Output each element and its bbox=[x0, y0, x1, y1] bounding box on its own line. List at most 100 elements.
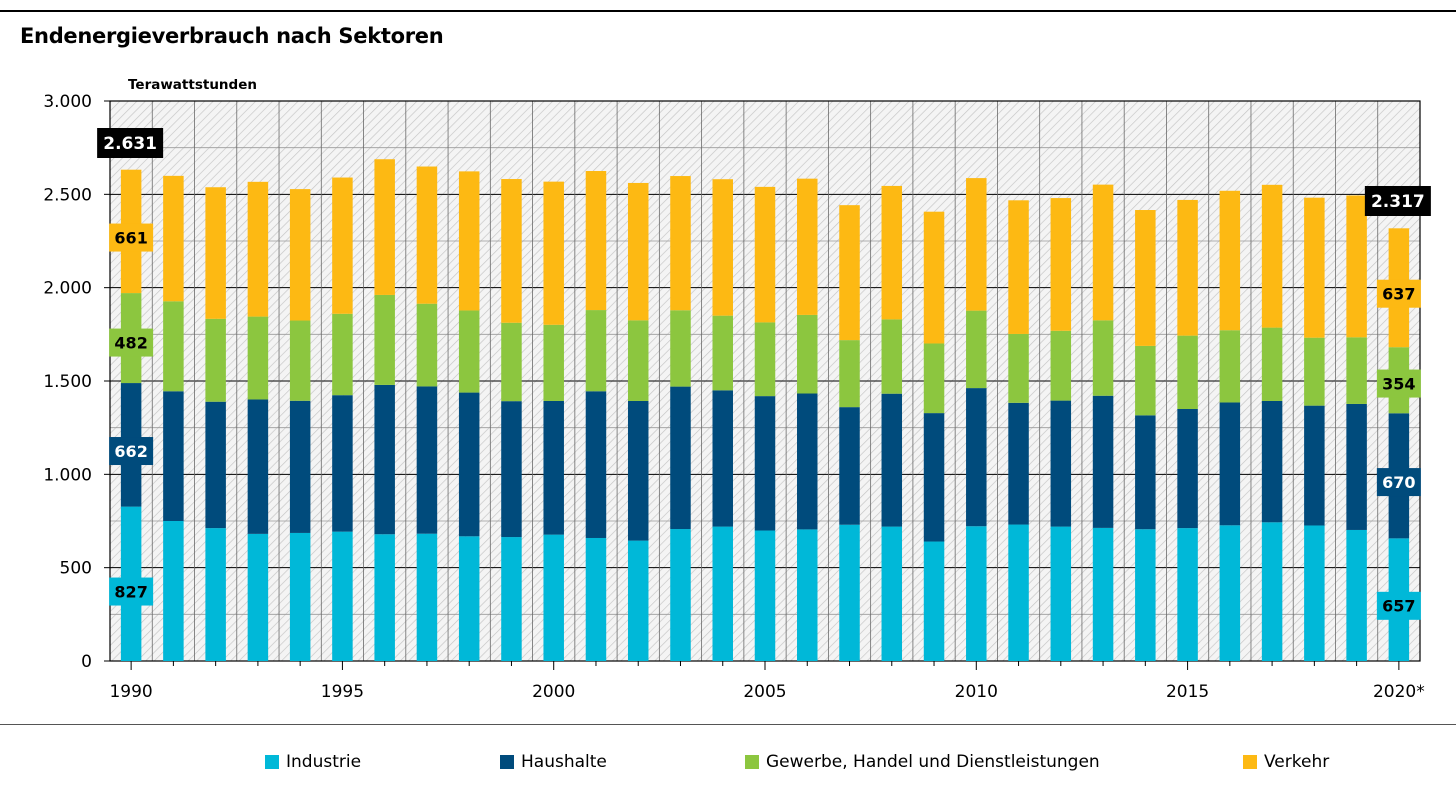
total-label-2020: 2.317 bbox=[1371, 192, 1425, 212]
y-tick-label: 500 bbox=[60, 559, 92, 579]
bar-2018-series-3 bbox=[1304, 197, 1325, 338]
bar-2003-series-1 bbox=[670, 386, 691, 530]
x-tick-label: 2000 bbox=[532, 682, 575, 702]
bar-2012-series-2 bbox=[1050, 330, 1072, 401]
bar-2019-series-0 bbox=[1346, 529, 1367, 661]
bar-1994-series-1 bbox=[289, 400, 311, 533]
bar-2014-series-3 bbox=[1135, 210, 1156, 346]
bar-2007-series-0 bbox=[839, 524, 860, 661]
bar-1995-series-0 bbox=[332, 531, 353, 661]
bar-2016-series-0 bbox=[1219, 525, 1241, 661]
bar-2008-series-0 bbox=[881, 526, 903, 661]
bar-2015-series-1 bbox=[1177, 409, 1198, 529]
bar-1993-series-1 bbox=[247, 399, 269, 534]
bar-2004-series-0 bbox=[712, 526, 733, 661]
bar-2002-series-1 bbox=[627, 400, 649, 541]
bar-2012-series-1 bbox=[1050, 400, 1072, 527]
bar-1991-series-1 bbox=[163, 391, 184, 521]
bar-1992-series-1 bbox=[205, 401, 226, 529]
legend-label-haushalte: Haushalte bbox=[521, 752, 607, 772]
bar-2016-series-2 bbox=[1219, 330, 1241, 403]
legend-item-verkehr: Verkehr bbox=[1243, 752, 1329, 772]
bar-1994-series-3 bbox=[289, 189, 311, 321]
bar-1998-series-2 bbox=[458, 310, 480, 393]
bar-2016-series-1 bbox=[1219, 402, 1241, 526]
data-label-1990-3-bg bbox=[109, 223, 154, 252]
bar-2018-series-0 bbox=[1304, 525, 1325, 661]
bar-2006-series-1 bbox=[797, 393, 818, 530]
bar-2001-series-0 bbox=[585, 537, 607, 661]
data-label-2020-3-bg bbox=[1376, 279, 1421, 308]
data-label-2020-3: 637 bbox=[1382, 284, 1415, 303]
bar-1996-series-3 bbox=[374, 159, 395, 295]
x-tick-label: 2005 bbox=[743, 682, 786, 702]
bar-1991-series-0 bbox=[163, 521, 184, 661]
data-label-2020-0-bg bbox=[1376, 591, 1421, 620]
bar-2006-series-3 bbox=[797, 178, 818, 315]
bar-1997-series-3 bbox=[416, 166, 438, 304]
total-label-2020-bg bbox=[1364, 186, 1431, 216]
x-tick-label: 1990 bbox=[109, 682, 152, 702]
bar-1997-series-0 bbox=[416, 533, 438, 661]
bar-2018-series-2 bbox=[1304, 337, 1325, 406]
legend-item-ghd: Gewerbe, Handel und Dienstleistungen bbox=[745, 752, 1100, 772]
bar-1994-series-2 bbox=[289, 320, 311, 401]
bar-2014-series-0 bbox=[1135, 529, 1156, 661]
bar-2011-series-0 bbox=[1008, 524, 1029, 661]
bar-2006-series-0 bbox=[797, 529, 818, 661]
data-label-2020-2: 354 bbox=[1382, 374, 1415, 393]
bar-1996-series-0 bbox=[374, 534, 395, 661]
bar-2015-series-0 bbox=[1177, 528, 1198, 661]
bar-2009-series-2 bbox=[923, 343, 945, 414]
bar-2017-series-1 bbox=[1261, 400, 1283, 523]
bar-1995-series-3 bbox=[332, 177, 353, 314]
bar-2010-series-2 bbox=[966, 310, 987, 389]
bar-1997-series-2 bbox=[416, 303, 438, 387]
bar-2014-series-1 bbox=[1135, 415, 1156, 530]
bar-1992-series-2 bbox=[205, 318, 226, 402]
y-axis-label: Terawattstunden bbox=[128, 77, 257, 93]
top-rule bbox=[0, 10, 1456, 12]
bar-2017-series-0 bbox=[1261, 522, 1283, 661]
bar-2019-series-1 bbox=[1346, 403, 1367, 530]
bar-2003-series-3 bbox=[670, 176, 691, 311]
bar-2007-series-3 bbox=[839, 205, 860, 341]
bar-1998-series-1 bbox=[458, 392, 480, 537]
bar-2011-series-1 bbox=[1008, 402, 1029, 525]
bar-2019-series-2 bbox=[1346, 337, 1367, 404]
bar-1999-series-0 bbox=[501, 537, 522, 661]
y-tick-label: 1.500 bbox=[43, 372, 92, 392]
y-tick-label: 0 bbox=[81, 652, 92, 672]
legend-label-ghd: Gewerbe, Handel und Dienstleistungen bbox=[766, 752, 1100, 772]
bar-1996-series-2 bbox=[374, 294, 395, 385]
bar-2009-series-3 bbox=[923, 211, 945, 344]
bar-2010-series-0 bbox=[966, 526, 987, 661]
data-label-2020-1: 670 bbox=[1382, 473, 1415, 492]
bar-2005-series-1 bbox=[754, 396, 776, 531]
bar-1992-series-3 bbox=[205, 187, 226, 319]
bar-2019-series-3 bbox=[1346, 195, 1367, 338]
bar-1998-series-0 bbox=[458, 536, 480, 661]
bar-2005-series-0 bbox=[754, 530, 776, 661]
bar-1995-series-1 bbox=[332, 395, 353, 532]
bar-2005-series-2 bbox=[754, 322, 776, 397]
bar-2009-series-0 bbox=[923, 541, 945, 661]
bar-2017-series-2 bbox=[1261, 327, 1283, 401]
bar-2005-series-3 bbox=[754, 186, 776, 323]
data-label-1990-1: 662 bbox=[114, 442, 147, 461]
chart-title: Endenergieverbrauch nach Sektoren bbox=[20, 24, 444, 48]
legend-label-verkehr: Verkehr bbox=[1264, 752, 1330, 772]
bar-2009-series-1 bbox=[923, 413, 945, 542]
x-tick-label: 2020* bbox=[1373, 682, 1425, 702]
bar-1992-series-0 bbox=[205, 528, 226, 661]
bar-2010-series-3 bbox=[966, 178, 987, 311]
bar-2003-series-2 bbox=[670, 310, 691, 387]
bar-2003-series-0 bbox=[670, 529, 691, 661]
bar-2001-series-1 bbox=[585, 391, 607, 538]
bar-2018-series-1 bbox=[1304, 405, 1325, 526]
bar-1999-series-1 bbox=[501, 401, 522, 538]
legend-swatch-industrie bbox=[265, 755, 279, 769]
legend-item-industrie: Industrie bbox=[265, 752, 361, 772]
bar-2008-series-2 bbox=[881, 319, 903, 394]
data-label-1990-0-bg bbox=[109, 577, 154, 606]
